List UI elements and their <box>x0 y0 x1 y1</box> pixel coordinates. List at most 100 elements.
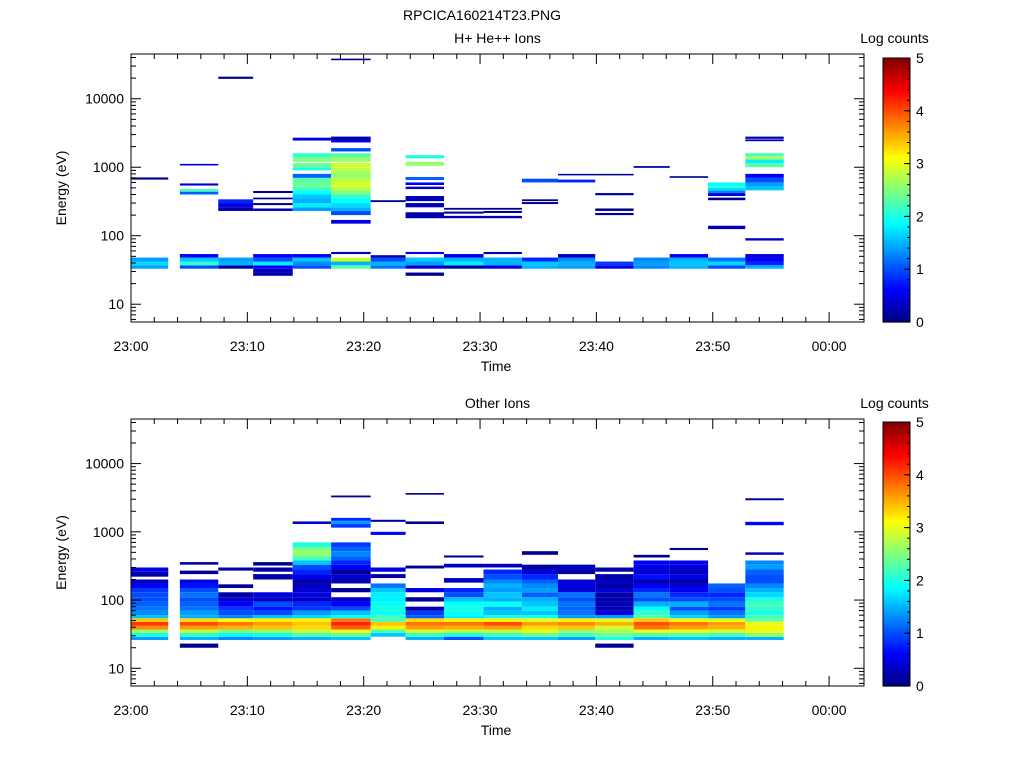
heatmap-cell <box>558 579 596 584</box>
heatmap-cell <box>669 632 709 637</box>
heatmap-cell <box>558 261 596 266</box>
colorbar-band <box>883 461 910 465</box>
colorbar-band <box>883 290 910 294</box>
heatmap-cell <box>292 606 332 611</box>
heatmap-cell <box>331 207 371 211</box>
heatmap-cell <box>292 542 332 547</box>
colorbar-band <box>883 620 910 624</box>
colorbar-band <box>883 295 910 299</box>
heatmap-cell <box>745 606 784 611</box>
colorbar-band <box>883 606 910 611</box>
heatmap-cell <box>331 257 371 262</box>
colorbar-band <box>883 271 910 276</box>
heatmap-cell <box>483 563 522 568</box>
figure-title: RPCICA160214T23.PNG <box>403 7 561 23</box>
colorbar-band <box>883 498 910 502</box>
colorbar-band <box>883 514 910 518</box>
heatmap-cell <box>745 552 784 555</box>
heatmap-cell <box>633 554 670 558</box>
heatmap-cell <box>708 606 746 611</box>
heatmap-cell <box>131 583 169 589</box>
heatmap-cell <box>443 563 484 568</box>
colorbar-band <box>883 118 910 122</box>
heatmap-cell <box>331 564 371 570</box>
colorbar: 0 1 2 3 4 5 Log counts <box>860 30 929 330</box>
colorbar-band <box>883 65 910 70</box>
heatmap-cell <box>558 179 596 183</box>
heatmap-cell <box>483 597 522 602</box>
colorbar-frame <box>882 421 911 687</box>
colorbar-band <box>883 163 910 167</box>
heatmap-cell <box>292 257 332 262</box>
heatmap-cell <box>745 136 784 139</box>
heatmap-cell <box>745 156 784 160</box>
heatmap-cell <box>708 621 746 626</box>
colorbar-band <box>883 303 910 307</box>
colorbar-band <box>883 274 910 278</box>
heatmap-cell <box>633 601 670 607</box>
colorbar-band <box>883 81 910 85</box>
heatmap-cell <box>558 615 596 619</box>
heatmap-cell <box>558 606 596 611</box>
colorbar-band <box>883 543 910 547</box>
heatmap-cell <box>483 629 522 633</box>
colorbar-band <box>883 635 910 640</box>
heatmap-cell <box>131 592 169 598</box>
heatmap-cell <box>292 182 332 187</box>
heatmap-cell <box>595 592 634 598</box>
colorbar-band <box>883 234 910 239</box>
heatmap-cell <box>370 592 406 598</box>
colorbar-band <box>883 160 910 165</box>
heatmap-cell <box>633 610 670 616</box>
heatmap-cell <box>292 153 332 158</box>
heatmap-cell <box>331 560 371 565</box>
colorbar-band <box>883 667 910 671</box>
heatmap-cell <box>708 588 746 593</box>
heatmap-cell <box>370 574 406 579</box>
heatmap-cell <box>292 601 332 607</box>
colorbar-band <box>883 678 910 682</box>
heatmap-cell <box>483 610 522 616</box>
heatmap-cell <box>370 567 406 572</box>
heatmap-cell <box>292 203 332 208</box>
heatmap-cell <box>669 618 709 622</box>
heatmap-cell <box>633 583 670 589</box>
colorbar-band <box>883 319 910 323</box>
heatmap-cell <box>633 564 670 570</box>
colorbar-tick-label: 2 <box>916 208 924 224</box>
heatmap-cell <box>292 615 332 619</box>
heatmap-cell <box>558 618 596 622</box>
heatmap-cell <box>370 621 406 626</box>
heatmap-cell <box>370 610 406 616</box>
heatmap-cell <box>745 601 784 607</box>
colorbar-band <box>883 197 910 202</box>
heatmap-cell <box>708 197 746 201</box>
colorbar-band <box>883 590 910 595</box>
heatmap-cell <box>405 155 444 159</box>
heatmap-cell <box>633 615 670 619</box>
heatmap-cell <box>179 636 219 640</box>
heatmap-cell <box>595 629 634 633</box>
x-axis: 23:00 23:10 23:20 23:30 23:40 23:50 00:00 Time <box>113 54 847 374</box>
colorbar-band <box>883 509 910 513</box>
colorbar-band <box>883 453 910 457</box>
heatmap-cell <box>595 212 634 216</box>
heatmap-cell <box>292 186 332 191</box>
heatmap-cell <box>405 610 444 616</box>
heatmap-cell <box>745 261 784 266</box>
colorbar-band <box>883 469 910 473</box>
colorbar-band <box>883 522 910 526</box>
colorbar-band <box>883 155 910 159</box>
heatmap-cell <box>370 257 406 262</box>
heatmap-cell <box>292 592 332 598</box>
heatmap-cell <box>331 542 371 547</box>
heatmap-cell <box>131 610 169 616</box>
colorbar-band <box>883 641 910 645</box>
heatmap-cell <box>595 567 634 572</box>
colorbar-tick-label: 5 <box>916 414 924 430</box>
heatmap-cell <box>331 167 371 171</box>
colorbar-band <box>883 532 910 537</box>
heatmap-cell <box>595 583 634 589</box>
heatmap-cell <box>521 564 558 570</box>
colorbar-band <box>883 422 910 426</box>
